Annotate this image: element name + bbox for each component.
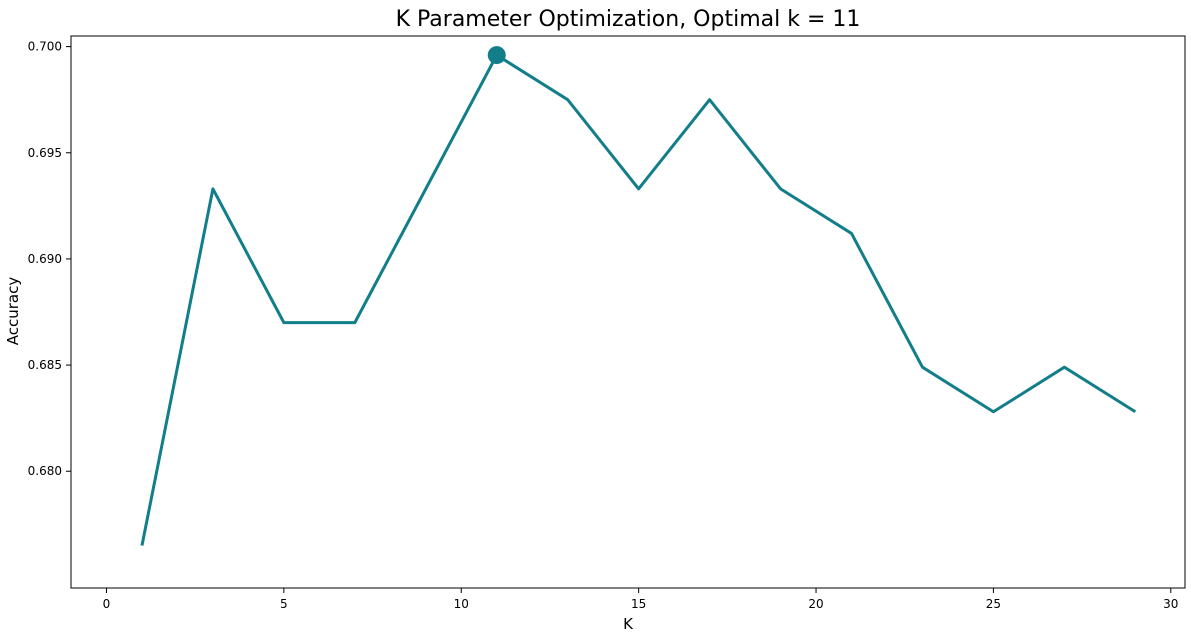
- plot-frame: [70, 35, 1186, 589]
- x-tick-label: 25: [986, 597, 1001, 611]
- y-axis-label: Accuracy: [4, 277, 22, 346]
- x-axis-label: K: [623, 615, 634, 633]
- y-tick-label: 0.690: [28, 252, 62, 266]
- x-tick-label: 10: [454, 597, 469, 611]
- series-line: [140, 53, 1137, 546]
- x-tick-label: 20: [808, 597, 823, 611]
- optimal-point-marker: [487, 46, 506, 65]
- y-tick-label: 0.695: [28, 146, 62, 160]
- x-tick-label: 30: [1163, 597, 1178, 611]
- y-tick-label: 0.680: [28, 464, 62, 478]
- y-tick-label: 0.685: [28, 358, 62, 372]
- x-tick-label: 0: [103, 597, 111, 611]
- x-tick-label: 5: [280, 597, 288, 611]
- x-tick-label: 15: [631, 597, 646, 611]
- y-tick-label: 0.700: [28, 40, 62, 54]
- chart-title: K Parameter Optimization, Optimal k = 11: [396, 7, 861, 32]
